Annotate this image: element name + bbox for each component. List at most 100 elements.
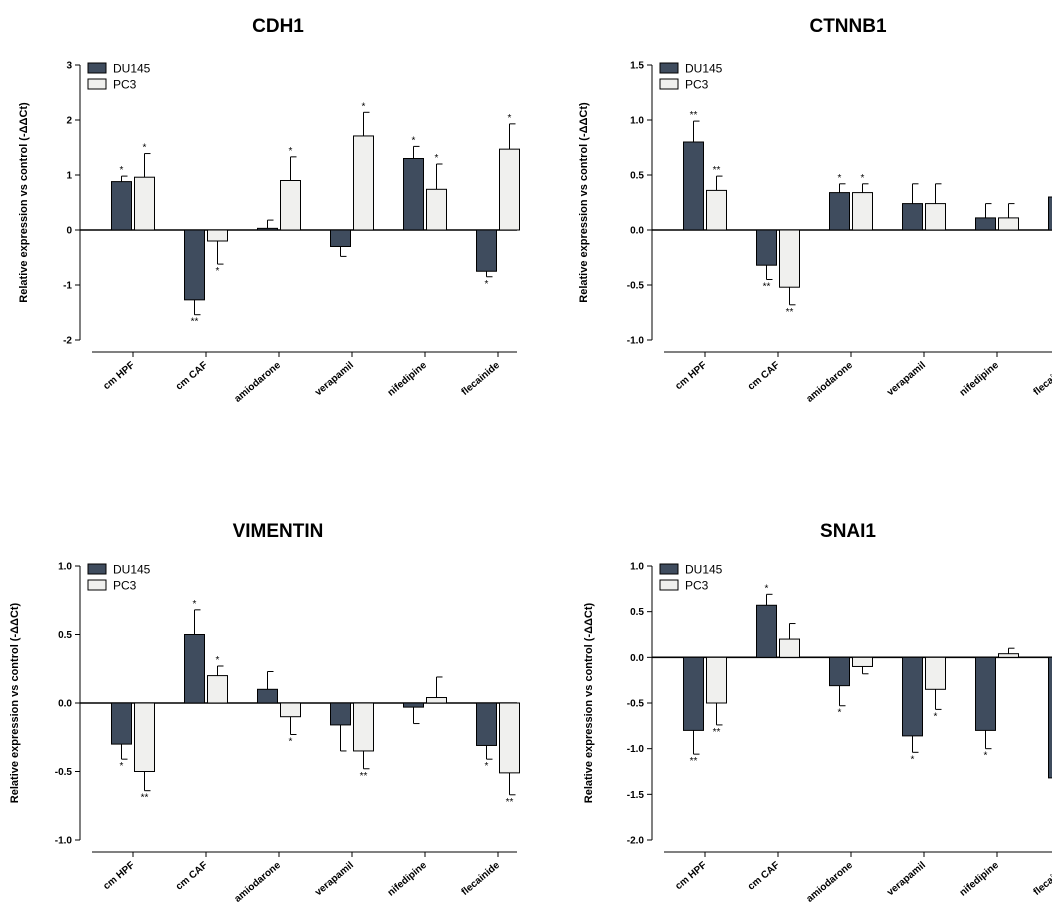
bar-du145-nifedipine	[403, 702, 424, 708]
bar-du145-amiodarone	[829, 192, 850, 231]
bar-pc3-cm-HPF	[134, 176, 155, 231]
bar-pc3-cm-CAF	[207, 675, 228, 704]
bar-du145-flecainide	[476, 229, 497, 272]
significance-marker: *	[861, 173, 865, 184]
y-tick-label: -0.5	[627, 699, 645, 710]
bar-pc3-nifedipine	[998, 217, 1019, 231]
x-tick-label: cm HPF	[101, 860, 137, 892]
significance-marker: *	[216, 266, 220, 277]
bar-du145-cm-HPF	[111, 702, 132, 745]
y-tick-label: 1.0	[630, 116, 644, 127]
bar-du145-cm-CAF	[184, 229, 205, 301]
bar-pc3-nifedipine	[998, 653, 1019, 658]
significance-marker: *	[984, 751, 988, 762]
bar-du145-amiodarone	[829, 656, 850, 687]
y-tick-label: -2.0	[627, 836, 645, 847]
x-tick-label: flecainide	[1032, 860, 1052, 898]
bar-du145-verapamil	[902, 656, 923, 737]
significance-marker: *	[838, 708, 842, 719]
bar-du145-cm-HPF	[683, 141, 704, 231]
bar-du145-verapamil	[902, 203, 923, 231]
legend-label-pc3: PC3	[685, 78, 709, 92]
bar-du145-amiodarone	[257, 688, 278, 704]
significance-marker: *	[362, 101, 366, 112]
bar-du145-cm-CAF	[184, 634, 205, 704]
x-tick-label: verapamil	[313, 860, 356, 899]
significance-marker: *	[435, 153, 439, 164]
y-tick-label: -1.0	[627, 744, 645, 755]
bar-du145-nifedipine	[975, 217, 996, 231]
significance-marker: *	[765, 583, 769, 594]
y-tick-label: 0.0	[630, 226, 644, 237]
x-tick-label: nifedipine	[386, 860, 430, 899]
bar-du145-cm-HPF	[683, 656, 704, 731]
bar-pc3-nifedipine	[426, 697, 447, 704]
legend-swatch-pc3	[659, 579, 679, 591]
y-tick-label: -0.5	[55, 767, 73, 778]
significance-marker: **	[191, 317, 199, 328]
chart-title: CTNNB1	[809, 16, 886, 37]
bar-du145-cm-CAF	[756, 229, 777, 266]
legend-swatch-pc3	[87, 78, 107, 90]
x-tick-label: cm HPF	[673, 360, 709, 392]
bar-pc3-verapamil	[925, 656, 946, 690]
legend-swatch-du145	[659, 563, 679, 575]
bar-du145-flecainide	[1048, 196, 1052, 231]
significance-marker: **	[713, 727, 721, 738]
significance-marker: **	[713, 165, 721, 176]
significance-marker: *	[934, 711, 938, 722]
bar-pc3-cm-CAF	[779, 638, 800, 658]
bar-pc3-cm-HPF	[706, 189, 727, 231]
x-tick-label: flecainide	[1032, 360, 1052, 398]
bar-pc3-cm-HPF	[706, 656, 727, 704]
significance-marker: *	[120, 165, 124, 176]
y-axis-label: Relative expression vs control (-ΔΔCt)	[583, 602, 595, 803]
legend-label-du145: DU145	[685, 563, 723, 577]
chart-panel-cdh1: CDH1 Relative expression vs control (-ΔΔC…	[18, 16, 520, 405]
legend-swatch-du145	[87, 563, 107, 575]
bar-pc3-flecainide	[499, 702, 520, 774]
y-tick-label: -1.0	[55, 836, 73, 847]
significance-marker: *	[485, 279, 489, 290]
significance-marker: *	[193, 599, 197, 610]
bar-du145-amiodarone	[257, 227, 278, 231]
x-tick-label: cm CAF	[174, 360, 210, 393]
x-tick-label: nifedipine	[958, 860, 1002, 899]
y-axis-label: Relative expression vs control (-ΔΔCt)	[9, 602, 21, 803]
significance-marker: **	[690, 756, 698, 767]
bar-pc3-amiodarone	[852, 192, 873, 231]
y-tick-label: 0.5	[630, 171, 644, 182]
legend-label-pc3: PC3	[685, 579, 709, 593]
x-tick-label: verapamil	[885, 860, 928, 899]
y-tick-label: 0.5	[630, 607, 644, 618]
x-tick-label: flecainide	[460, 360, 503, 398]
y-tick-label: 1.0	[58, 562, 72, 573]
y-tick-label: 3	[66, 61, 72, 72]
y-tick-label: 2	[66, 116, 72, 127]
significance-marker: **	[786, 307, 794, 318]
legend-swatch-pc3	[87, 579, 107, 591]
y-axis-label: Relative expression vs control (-ΔΔCt)	[18, 102, 30, 303]
legend-label-pc3: PC3	[113, 78, 137, 92]
chart-panel-vimentin: VIMENTIN Relative expression vs control (…	[9, 521, 520, 905]
bar-du145-flecainide	[1048, 656, 1052, 779]
significance-marker: *	[508, 113, 512, 124]
bar-pc3-amiodarone	[280, 180, 301, 231]
significance-marker: *	[289, 146, 293, 157]
legend-swatch-du145	[659, 62, 679, 74]
legend-label-du145: DU145	[113, 62, 151, 76]
chart-title: VIMENTIN	[233, 521, 324, 542]
legend-swatch-pc3	[659, 78, 679, 90]
bar-pc3-flecainide	[499, 148, 520, 231]
x-tick-label: cm HPF	[101, 360, 137, 392]
y-tick-label: 0.0	[58, 699, 72, 710]
bar-pc3-verapamil	[353, 702, 374, 752]
significance-marker: **	[141, 793, 149, 804]
bar-du145-cm-HPF	[111, 181, 132, 231]
x-tick-label: amiodarone	[804, 860, 855, 905]
bar-du145-verapamil	[330, 229, 351, 247]
y-tick-label: -2	[63, 336, 72, 347]
x-tick-label: cm CAF	[746, 360, 782, 393]
bar-du145-nifedipine	[975, 656, 996, 731]
